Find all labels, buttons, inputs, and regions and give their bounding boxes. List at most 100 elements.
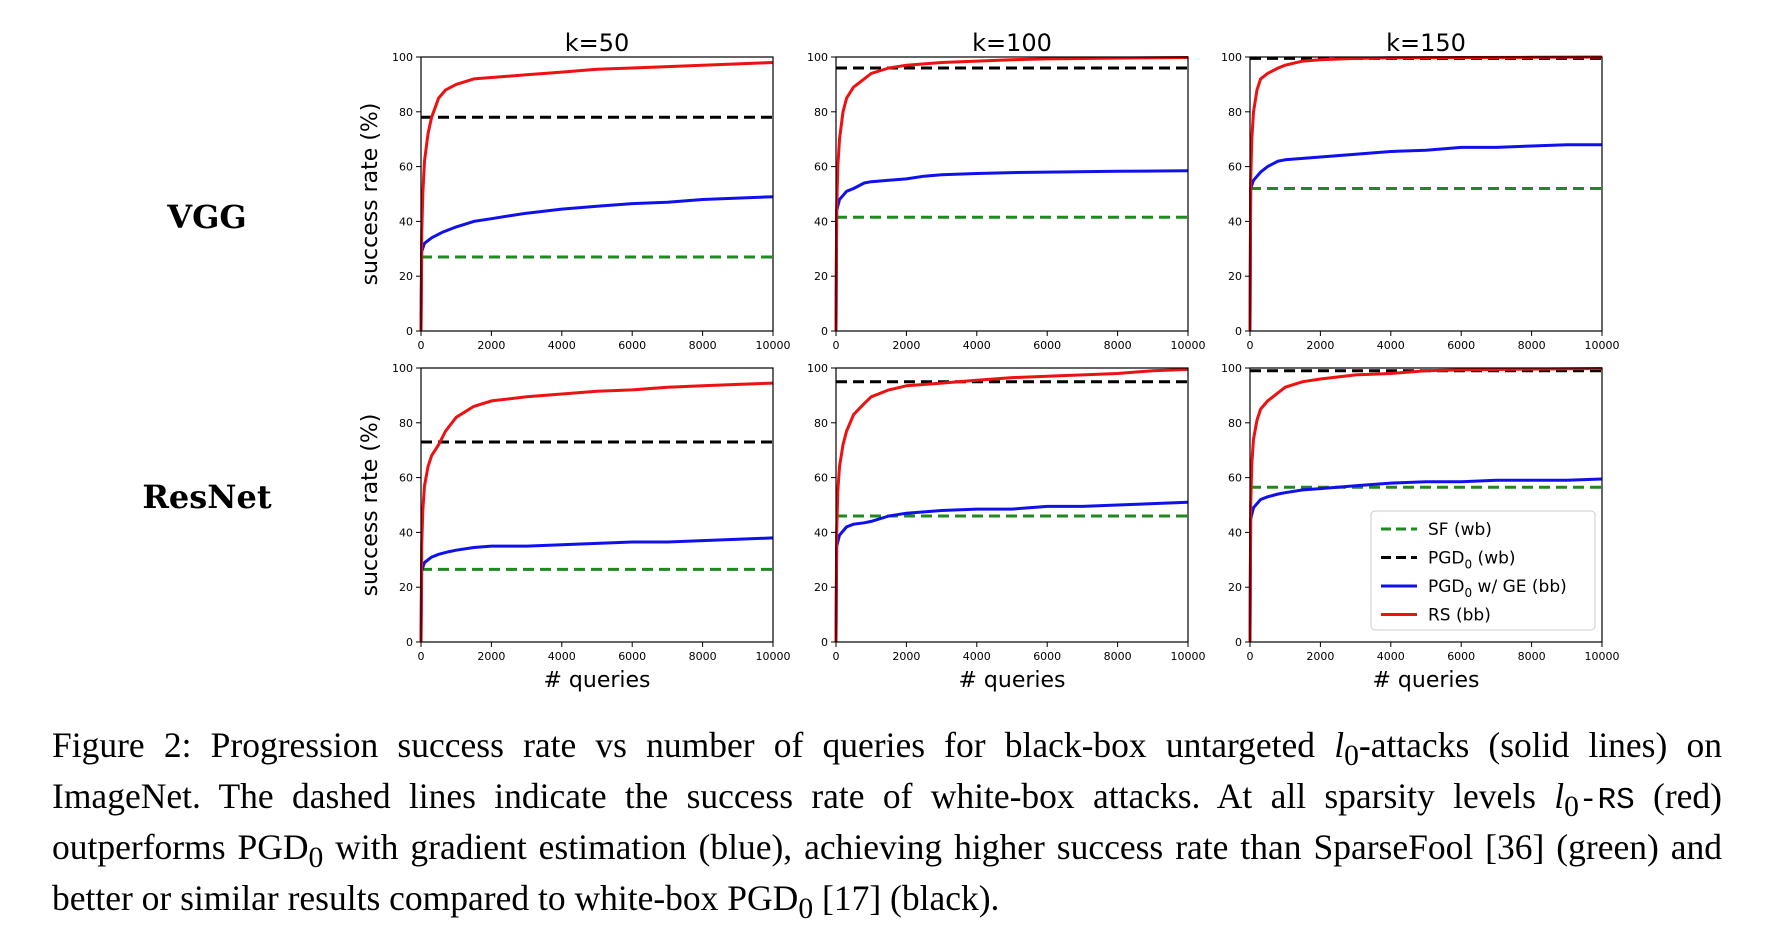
y-tick-label: 20 <box>399 270 413 283</box>
x-tick-label: 2000 <box>892 339 920 352</box>
row-label-vgg: VGG <box>166 198 246 236</box>
legend-label-pgd0: PGD0 (wb) <box>1428 549 1516 572</box>
x-tick-label: 0 <box>833 650 840 663</box>
caption-text-1: Progression success rate vs number of qu… <box>191 725 1335 765</box>
y-tick-label: 100 <box>1221 362 1242 375</box>
caption-l0-symbol-2: l <box>1554 776 1565 817</box>
series-line-pgd0_ge <box>834 169 1189 332</box>
caption-rs-method: -RS <box>1578 783 1635 819</box>
legend-box <box>1370 510 1596 631</box>
x-tick-label: 2000 <box>1306 339 1334 352</box>
y-axis-label: success rate (%) <box>358 414 383 597</box>
x-tick-label: 10000 <box>1585 339 1620 352</box>
series-line-rs <box>419 381 774 643</box>
x-tick-label: 4000 <box>963 650 991 663</box>
y-tick-label: 80 <box>814 417 828 430</box>
legend-label-sf: SF (wb) <box>1428 520 1492 540</box>
caption-pgd-sub-2: 0 <box>798 893 814 926</box>
y-tick-label: 100 <box>807 51 828 64</box>
y-tick-label: 60 <box>1228 161 1242 174</box>
series-line-pgd0_ge <box>1248 477 1603 643</box>
y-tick-label: 80 <box>1228 417 1242 430</box>
y-tick-label: 0 <box>406 636 413 649</box>
x-tick-label: 8000 <box>689 339 717 352</box>
x-tick-label: 8000 <box>1518 339 1546 352</box>
y-tick-label: 100 <box>1221 51 1242 64</box>
series-line-pgd0_ge <box>1248 143 1602 332</box>
panel-title: k=50 <box>565 29 630 57</box>
x-tick-label: 10000 <box>756 650 791 663</box>
series-line-rs <box>1248 367 1603 643</box>
panel-title: k=100 <box>972 29 1052 57</box>
panel-title: k=150 <box>1386 29 1466 57</box>
x-tick-label: 6000 <box>618 339 646 352</box>
caption-text-3: (red) outperforms PGD <box>52 776 1722 868</box>
series-line-pgd0_ge <box>419 536 774 643</box>
axes-frame <box>1249 367 1603 643</box>
y-tick-label: 20 <box>1228 581 1242 594</box>
y-tick-label: 40 <box>814 526 828 539</box>
y-tick-label: 100 <box>392 51 413 64</box>
caption-pgd-sub: 0 <box>308 842 324 875</box>
y-tick-label: 60 <box>1228 472 1242 485</box>
x-tick-label: 0 <box>418 650 425 663</box>
x-tick-label: 0 <box>833 339 840 352</box>
caption-text-4: with gradient estimation (blue), achievi… <box>52 827 1723 919</box>
series-line-pgd0_ge <box>834 500 1189 643</box>
y-tick-label: 100 <box>807 362 828 375</box>
row-label-resnet: ResNet <box>142 478 272 516</box>
y-tick-label: 20 <box>1228 270 1242 283</box>
chart-panel-6: 0 2000 4000 6000 8000 10000 0 20 40 60 80 100 # quer… <box>1221 362 1620 693</box>
legend-label-pgd0_ge: PGD0 w/ GE (bb) <box>1428 577 1567 600</box>
figure-caption: Figure 2: Progression success rate vs nu… <box>52 725 1722 929</box>
x-tick-label: 6000 <box>1447 650 1475 663</box>
x-axis-label: # queries <box>958 668 1065 693</box>
chart-panel-2: 0 2000 4000 6000 8000 10000 0 20 40 60 80 100 k=100 <box>807 29 1206 352</box>
y-tick-label: 100 <box>392 362 413 375</box>
y-tick-label: 60 <box>814 472 828 485</box>
x-tick-label: 6000 <box>1033 650 1061 663</box>
axes-frame <box>835 56 1189 332</box>
y-tick-label: 0 <box>821 325 828 338</box>
y-tick-label: 20 <box>814 581 828 594</box>
x-tick-label: 8000 <box>1104 339 1132 352</box>
x-tick-label: 0 <box>1247 339 1254 352</box>
x-tick-label: 8000 <box>1518 650 1546 663</box>
x-tick-label: 2000 <box>892 650 920 663</box>
y-tick-label: 0 <box>1235 636 1242 649</box>
y-tick-label: 20 <box>814 270 828 283</box>
y-tick-label: 40 <box>1228 215 1242 228</box>
chart-panels: 0 2000 4000 6000 8000 10000020406080100k=50su… <box>358 29 1620 693</box>
legend-label-rs: RS (bb) <box>1428 606 1491 626</box>
y-axis-label: success rate (%) <box>358 103 383 286</box>
x-axis-label: # queries <box>543 668 650 693</box>
x-tick-label: 4000 <box>963 339 991 352</box>
x-tick-label: 4000 <box>1377 339 1405 352</box>
series-line-rs <box>419 61 774 332</box>
y-tick-label: 80 <box>399 417 413 430</box>
x-tick-label: 6000 <box>1033 339 1061 352</box>
x-tick-label: 10000 <box>756 339 791 352</box>
y-tick-label: 80 <box>814 106 828 119</box>
y-tick-label: 80 <box>1228 106 1242 119</box>
x-axis-label: # queries <box>1372 668 1479 693</box>
chart-panel-1: 0 2000 4000 6000 8000 10000 0 20 40 60 80 100 k=50 su… <box>358 29 791 352</box>
caption-l0-symbol: l <box>1334 725 1345 765</box>
x-tick-label: 4000 <box>1377 650 1405 663</box>
y-tick-label: 20 <box>399 581 413 594</box>
x-tick-label: 10000 <box>1171 650 1206 663</box>
caption-label: Figure 2: <box>52 725 192 765</box>
x-tick-label: 2000 <box>477 650 505 663</box>
x-tick-label: 8000 <box>1104 650 1132 663</box>
y-tick-label: 0 <box>821 636 828 649</box>
chart-panel-5: 0 2000 4000 6000 8000 10000 0 20 40 60 80 100 # quer… <box>807 362 1206 693</box>
x-tick-label: 4000 <box>548 339 576 352</box>
series-line-rs <box>834 367 1189 643</box>
y-tick-label: 40 <box>399 215 413 228</box>
axes-frame <box>835 367 1189 643</box>
series-line-rs <box>834 56 1189 332</box>
x-tick-label: 0 <box>1247 650 1254 663</box>
caption-l0-sub: 0 <box>1344 740 1359 773</box>
x-tick-label: 2000 <box>1306 650 1334 663</box>
chart-panel-4: 0 2000 4000 6000 8000 10000 0 20 40 60 80 100 # quer… <box>358 362 791 693</box>
